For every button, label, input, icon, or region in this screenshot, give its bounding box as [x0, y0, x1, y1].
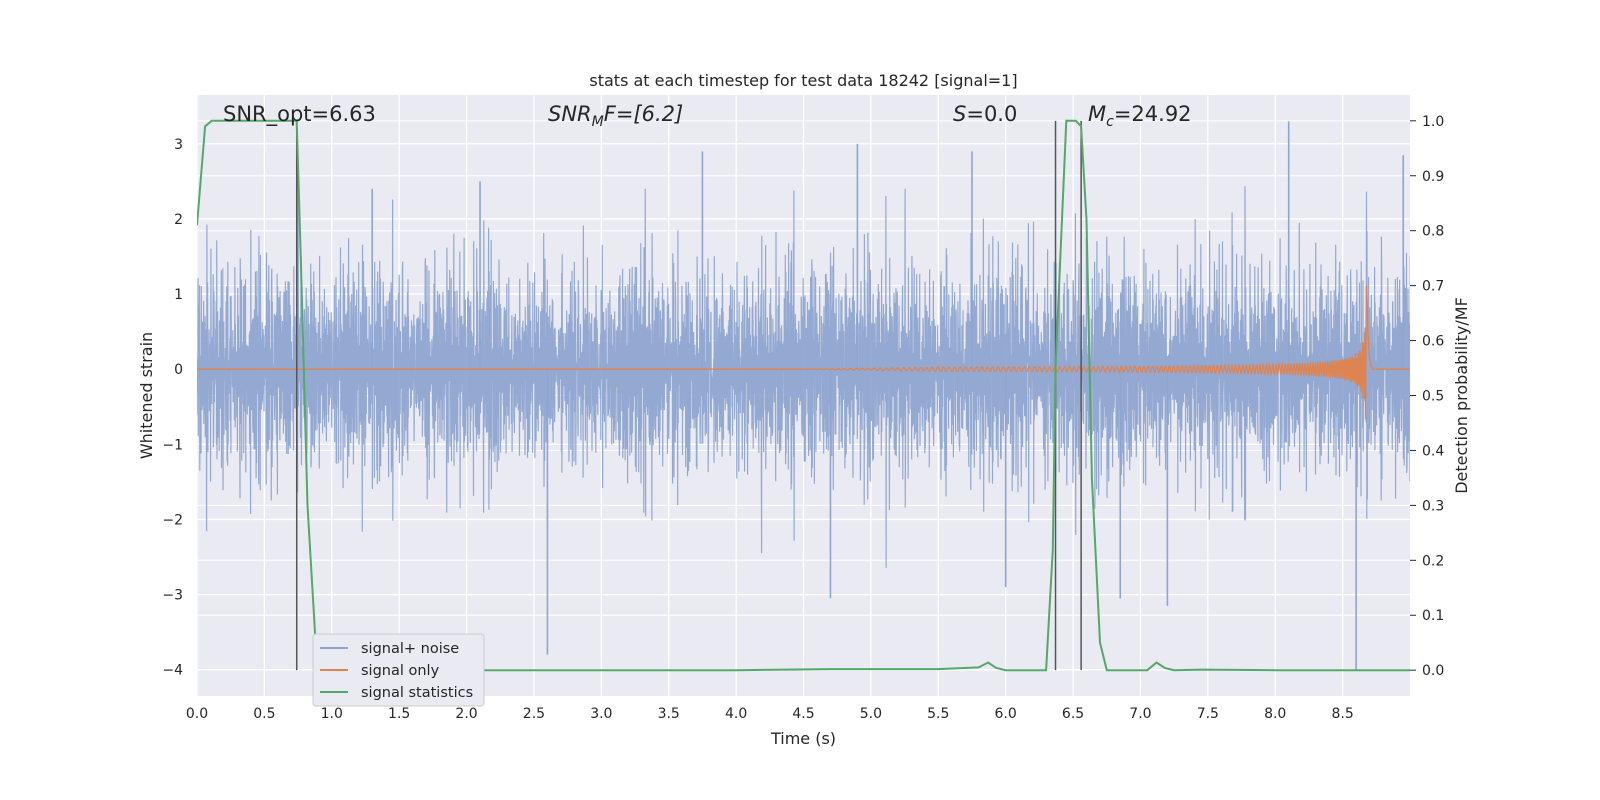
annotation-snr-mf-sub: M	[592, 114, 604, 130]
y2-tick-label: 0.1	[1422, 608, 1444, 624]
legend: signal+ noise signal only signal statist…	[312, 633, 485, 707]
annotation-mc: Mc=24.92	[1088, 102, 1192, 130]
y2-tick-label: 0.2	[1422, 553, 1444, 569]
y2-axis-label: Detection probability/MF	[1452, 297, 1471, 494]
x-tick-label: 7.0	[1129, 706, 1151, 722]
y2-tick-label: 0.4	[1422, 443, 1444, 459]
x-tick-label: 3.5	[658, 706, 680, 722]
y2-tick-label: 1.0	[1422, 114, 1444, 130]
x-tick-label: 7.5	[1197, 706, 1219, 722]
x-tick-label: 1.5	[388, 706, 410, 722]
x-tick-labels: 0.0 0.5 1.0 1.5 2.0 2.5 3.0 3.5 4.0 4.5 5.0 5.5 6.0 6…	[186, 706, 1354, 722]
x-tick-label: 4.0	[725, 706, 747, 722]
x-tick-label: 3.0	[590, 706, 612, 722]
annotation-snr-mf-main: SNR	[548, 102, 592, 126]
y2-tick-label: 0.3	[1422, 498, 1444, 514]
legend-box	[312, 633, 485, 707]
y-tick-label: −4	[162, 663, 183, 679]
y-tick-label: 2	[174, 212, 183, 228]
x-tick-label: 0.0	[186, 706, 208, 722]
noise-trace	[197, 186, 1410, 568]
x-tick-label: 5.0	[860, 706, 882, 722]
y2-tick-label: 0.0	[1422, 663, 1444, 679]
x-tick-label: 6.0	[995, 706, 1017, 722]
y2-tick-labels: 0.0 0.1 0.2 0.3 0.4 0.5 0.6 0.7 0.8 0.9 1.0	[1410, 114, 1444, 679]
y-tick-label: 0	[174, 362, 183, 378]
series-signal-statistics	[197, 119, 1410, 672]
y2-tick-label: 0.7	[1422, 279, 1444, 295]
annotation-mc-sub: c	[1106, 114, 1114, 130]
y-tick-label: −3	[162, 588, 183, 604]
y2-tick-label: 0.9	[1422, 169, 1444, 185]
y-tick-label: 3	[174, 137, 183, 153]
annotation-s-main: S	[953, 102, 966, 126]
annotation-snr-mf: SNRMF=[6.2]	[548, 102, 683, 130]
x-tick-label: 1.0	[321, 706, 343, 722]
y-tick-label: −1	[162, 437, 183, 453]
series-signal-only	[197, 285, 1410, 420]
x-axis-label: Time (s)	[770, 729, 836, 748]
annotation-snr-opt: SNR_opt=6.63	[223, 102, 376, 127]
x-tick-label: 5.5	[927, 706, 949, 722]
legend-label-signal-noise: signal+ noise	[361, 641, 459, 657]
chart-title: stats at each timestep for test data 182…	[589, 71, 1017, 90]
y-tick-label: −2	[162, 512, 183, 528]
annotation-mc-rest: =24.92	[1114, 102, 1192, 126]
x-tick-label: 8.0	[1264, 706, 1286, 722]
annotation-s-rest: =0.0	[966, 102, 1017, 126]
legend-label-signal-only: signal only	[361, 663, 440, 679]
x-tick-label: 6.5	[1062, 706, 1084, 722]
x-tick-label: 4.5	[792, 706, 814, 722]
x-tick-label: 2.5	[523, 706, 545, 722]
y-tick-label: 1	[174, 287, 183, 303]
annotation-s: S=0.0	[953, 102, 1017, 126]
x-tick-label: 8.5	[1331, 706, 1353, 722]
y-tick-labels: −4 −3 −2 −1 0 1 2 3	[162, 137, 183, 679]
y2-tick-label: 0.5	[1422, 389, 1444, 405]
series-signal-noise	[197, 121, 1410, 670]
y2-tick-label: 0.6	[1422, 334, 1444, 350]
legend-label-signal-statistics: signal statistics	[361, 685, 473, 701]
y-axis-label: Whitened strain	[137, 332, 156, 459]
y2-tick-label: 0.8	[1422, 224, 1444, 240]
x-tick-label: 2.0	[455, 706, 477, 722]
annotation-mc-main: M	[1088, 102, 1106, 126]
annotation-snr-mf-rest: F=[6.2]	[604, 102, 683, 126]
plot-area	[197, 119, 1410, 672]
x-tick-label: 0.5	[253, 706, 275, 722]
